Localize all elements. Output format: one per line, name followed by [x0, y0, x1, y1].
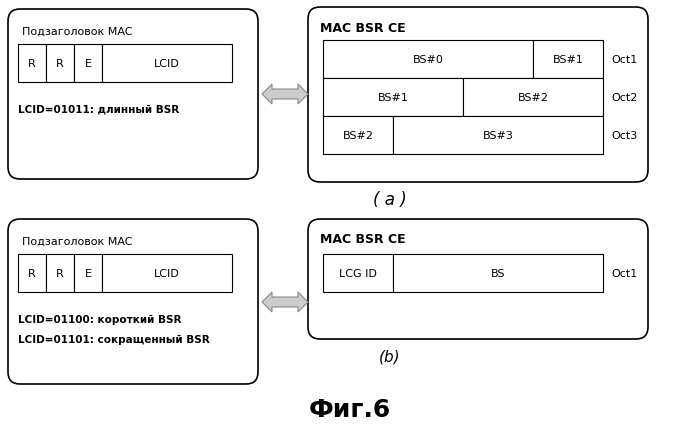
Polygon shape [262, 85, 308, 105]
Bar [323, 41, 533, 79]
Text: BS: BS [491, 268, 505, 278]
Text: LCID=01011: длинный BSR: LCID=01011: длинный BSR [18, 105, 179, 115]
Text: BS#3: BS#3 [482, 131, 514, 141]
Text: LCID: LCID [154, 59, 180, 69]
Bar [18, 45, 46, 83]
Text: MAC BSR CE: MAC BSR CE [320, 233, 405, 246]
Text: LCG ID: LCG ID [339, 268, 377, 278]
Bar [74, 254, 102, 293]
Bar [102, 45, 232, 83]
FancyBboxPatch shape [308, 8, 648, 183]
Text: R: R [56, 268, 64, 278]
FancyBboxPatch shape [8, 220, 258, 384]
Bar [18, 254, 46, 293]
Bar [323, 254, 393, 293]
Text: BS#2: BS#2 [343, 131, 373, 141]
Text: R: R [28, 268, 36, 278]
Text: Фиг.6: Фиг.6 [309, 397, 391, 421]
Text: Oct2: Oct2 [611, 93, 637, 103]
Bar [323, 117, 393, 155]
Bar [393, 254, 603, 293]
FancyBboxPatch shape [8, 10, 258, 180]
Polygon shape [262, 293, 308, 312]
Text: R: R [56, 59, 64, 69]
Text: Oct1: Oct1 [611, 55, 637, 65]
Text: BS#1: BS#1 [553, 55, 584, 65]
Bar [533, 41, 603, 79]
Text: R: R [28, 59, 36, 69]
FancyBboxPatch shape [308, 220, 648, 339]
Bar [74, 45, 102, 83]
Bar [323, 79, 463, 117]
Bar [393, 117, 603, 155]
Text: Подзаголовок MAC: Подзаголовок MAC [22, 27, 133, 37]
Text: LCID: LCID [154, 268, 180, 278]
Text: Oct3: Oct3 [611, 131, 637, 141]
Text: BS#0: BS#0 [412, 55, 443, 65]
Text: BS#1: BS#1 [377, 93, 408, 103]
Text: LCID=01100: короткий BSR: LCID=01100: короткий BSR [18, 314, 182, 324]
Bar [46, 45, 74, 83]
Bar [46, 254, 74, 293]
Bar [102, 254, 232, 293]
Text: E: E [85, 59, 92, 69]
Text: LCID=01101: сокращенный BSR: LCID=01101: сокращенный BSR [18, 334, 210, 344]
Text: ( a ): ( a ) [373, 191, 407, 208]
Text: Подзаголовок MAC: Подзаголовок MAC [22, 237, 133, 247]
Text: Oct1: Oct1 [611, 268, 637, 278]
Text: E: E [85, 268, 92, 278]
Text: MAC BSR CE: MAC BSR CE [320, 21, 405, 34]
Bar [463, 79, 603, 117]
Text: (b): (b) [379, 349, 401, 364]
Text: BS#2: BS#2 [517, 93, 549, 103]
